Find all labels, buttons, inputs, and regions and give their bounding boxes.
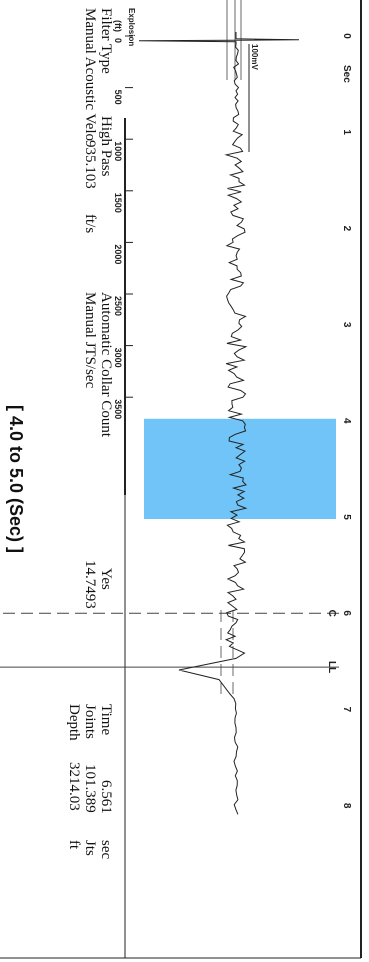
jts-sec-label: Manual JTS/sec [82,292,98,389]
velocity-value: 935.103 [82,140,98,189]
depth-tick-label: 2000 [113,244,123,264]
joints-unit: Jts [82,840,98,856]
depth-tick-label: 2500 [113,296,123,316]
time-value: 6.561 [98,780,114,814]
depth-label: Depth [66,704,82,741]
collar-count-label: Automatic Collar Count [98,292,114,437]
seconds-tick-label: 2 [341,226,352,232]
time-label: Time [98,704,114,736]
seconds-tick-label: 5 [341,514,352,520]
acoustic-trace [138,32,300,815]
depth-tick-label: 1000 [113,141,123,161]
time-unit: sec [98,840,114,860]
depth-axis-label: (ft) [113,20,123,32]
marker-ll-label: LL [326,661,337,673]
seconds-tick-label: 8 [341,803,352,809]
depth-tick-label: 3500 [113,399,123,419]
velocity-label: Manual Acoustic Velo [82,8,98,142]
depth-tick-label: 500 [113,90,123,105]
seconds-tick-label: 7 [341,707,352,713]
joints-value: 101.389 [82,764,98,813]
highlight-band [144,418,336,519]
depth-tick-label: 0 [113,38,123,43]
filter-type-label: Filter Type [98,8,114,74]
seconds-tick-label: 3 [341,322,352,328]
scale-label: 100mV [250,44,259,70]
seconds-tick-label: 6 [341,610,352,616]
collar-count-value: Yes [98,568,114,590]
filter-type-value: High Pass [98,116,114,177]
range-label: [ 4.0 to 5.0 (Sec) ] [6,405,26,554]
depth-value: 3214.03 [66,762,82,811]
velocity-unit: ft/s [82,214,98,234]
seconds-tick-label: 4 [341,418,352,424]
seconds-tick-label: 1 [341,129,352,135]
seconds-tick-label: 0 [341,33,352,39]
marker-c-label: C [326,610,337,617]
depth-unit: ft [66,840,82,850]
jts-sec-value: 14.7493 [82,560,98,609]
depth-tick-label: 1500 [113,193,123,213]
explosion-label: Explosion [127,8,136,46]
seconds-axis-label: Sec [341,65,352,83]
joints-label: Joints [82,704,98,740]
depth-tick-label: 3000 [113,348,123,368]
